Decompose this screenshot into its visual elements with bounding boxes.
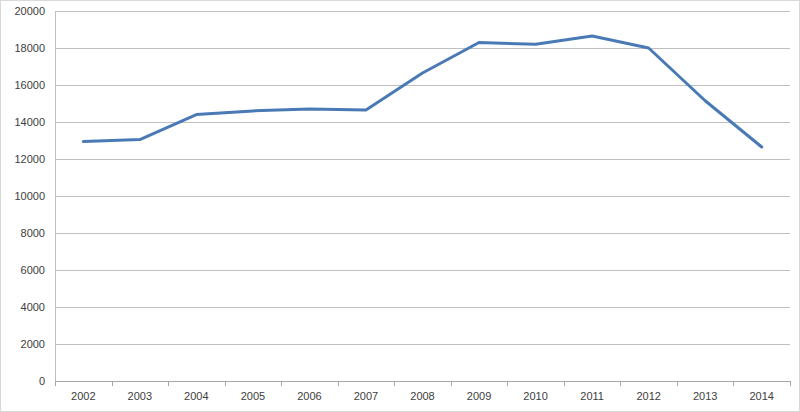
- y-axis-line: [55, 12, 56, 382]
- x-separator: [281, 381, 282, 386]
- grid-line: [55, 48, 790, 49]
- y-tick-label: 2000: [21, 338, 45, 350]
- y-tick-label: 8000: [21, 227, 45, 239]
- y-tick-label: 10000: [14, 190, 45, 202]
- grid-line: [55, 344, 790, 345]
- series-line: [83, 36, 761, 147]
- x-tick-label: 2007: [354, 390, 378, 402]
- y-tick: 20000: [14, 5, 55, 17]
- grid-line: [55, 196, 790, 197]
- y-tick-label: 16000: [14, 79, 45, 91]
- y-tick-label: 0: [39, 375, 45, 387]
- y-tick-label: 20000: [14, 5, 45, 17]
- x-tick-label: 2008: [410, 390, 434, 402]
- grid-line: [55, 11, 790, 12]
- y-tick: 10000: [14, 190, 55, 202]
- x-tick: 2005: [241, 381, 265, 402]
- y-tick-label: 4000: [21, 301, 45, 313]
- x-tick-label: 2006: [297, 390, 321, 402]
- y-tick: 16000: [14, 79, 55, 91]
- y-tick: 18000: [14, 42, 55, 54]
- grid-line: [55, 233, 790, 234]
- y-tick: 2000: [21, 338, 55, 350]
- series-group: [83, 36, 761, 147]
- grid-line: [55, 159, 790, 160]
- x-tick-label: 2012: [636, 390, 660, 402]
- grid-line: [55, 381, 790, 382]
- x-separator: [564, 381, 565, 386]
- grid-line: [55, 85, 790, 86]
- x-tick: 2003: [128, 381, 152, 402]
- x-tick-label: 2005: [241, 390, 265, 402]
- x-tick: 2014: [749, 381, 773, 402]
- x-separator: [620, 381, 621, 386]
- grid: [55, 12, 790, 382]
- y-axis: 0 2000 4000 6000 8000 10000 12000 14000 16000 180…: [14, 5, 55, 387]
- x-tick: 2009: [467, 381, 491, 402]
- y-tick-label: 14000: [14, 116, 45, 128]
- x-separator: [338, 381, 339, 386]
- grid-line: [55, 270, 790, 271]
- x-tick-label: 2014: [749, 390, 773, 402]
- x-separator: [507, 381, 508, 386]
- chart-border: [1, 1, 800, 412]
- x-axis: 2002 2003 2004 2005 2006 2007 2008 2009 2010 2011…: [56, 381, 791, 402]
- grid-line: [55, 122, 790, 123]
- x-separator: [677, 381, 678, 386]
- y-tick-label: 12000: [14, 153, 45, 165]
- x-tick-label: 2004: [184, 390, 208, 402]
- grid-line: [55, 307, 790, 308]
- x-separator: [790, 381, 791, 386]
- x-axis-line: [56, 381, 791, 382]
- x-separator: [112, 381, 113, 386]
- x-tick: 2011: [580, 381, 604, 402]
- x-tick: 2004: [184, 381, 208, 402]
- x-tick-label: 2010: [523, 390, 547, 402]
- x-separator: [394, 381, 395, 386]
- y-tick: 6000: [21, 264, 55, 276]
- x-tick-label: 2009: [467, 390, 491, 402]
- x-separator: [55, 381, 56, 386]
- y-tick-label: 6000: [21, 264, 45, 276]
- x-separator: [168, 381, 169, 386]
- y-tick: 12000: [14, 153, 55, 165]
- x-separator: [733, 381, 734, 386]
- chart: 0 2000 4000 6000 8000 10000 12000 14000 16000 180…: [0, 0, 800, 412]
- x-tick: 2002: [71, 381, 95, 402]
- x-tick-label: 2002: [71, 390, 95, 402]
- y-tick: 8000: [21, 227, 55, 239]
- x-separators: [56, 381, 791, 386]
- x-separator: [451, 381, 452, 386]
- x-tick-label: 2011: [580, 390, 604, 402]
- x-separator: [225, 381, 226, 386]
- y-tick-label: 18000: [14, 42, 45, 54]
- plot-area: 0 2000 4000 6000 8000 10000 12000 14000 16000 180…: [14, 5, 790, 402]
- x-tick: 2006: [297, 381, 321, 402]
- x-tick: 2008: [410, 381, 434, 402]
- y-tick: 14000: [14, 116, 55, 128]
- x-tick: 2013: [693, 381, 717, 402]
- y-tick: 0: [39, 375, 55, 387]
- x-tick: 2007: [354, 381, 378, 402]
- x-tick: 2012: [636, 381, 660, 402]
- x-tick-label: 2003: [128, 390, 152, 402]
- y-tick: 4000: [21, 301, 55, 313]
- x-tick: 2010: [523, 381, 547, 402]
- x-tick-label: 2013: [693, 390, 717, 402]
